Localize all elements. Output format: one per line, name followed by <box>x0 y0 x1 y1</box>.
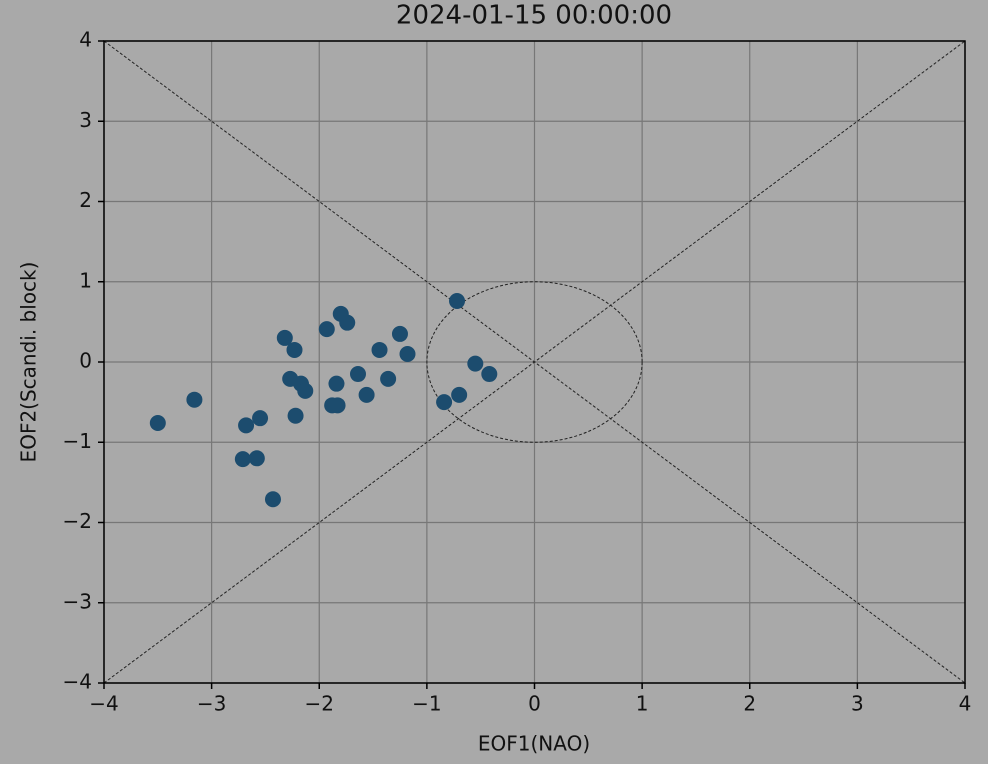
point <box>238 417 255 434</box>
point <box>276 329 293 346</box>
point <box>234 451 251 468</box>
point <box>436 394 453 411</box>
point <box>451 386 468 403</box>
diagonal <box>103 40 966 684</box>
y-tick-label: 0 <box>79 349 92 373</box>
x-tick-label: 4 <box>959 692 972 716</box>
point <box>380 370 397 387</box>
point <box>371 341 388 358</box>
point <box>349 366 366 383</box>
point <box>297 382 314 399</box>
y-tick-label: −1 <box>63 429 92 453</box>
point <box>186 391 203 408</box>
point <box>391 325 408 342</box>
y-tick-label: −3 <box>63 589 92 613</box>
x-tick-label: 1 <box>636 692 649 716</box>
point <box>328 375 345 392</box>
point <box>467 355 484 372</box>
chart-title: 2024-01-15 00:00:00 <box>396 1 672 31</box>
point <box>286 341 303 358</box>
point <box>318 321 335 338</box>
point <box>481 366 498 383</box>
y-tick-label: −2 <box>63 509 92 533</box>
point <box>358 386 375 403</box>
x-tick-label: −2 <box>305 692 334 716</box>
x-tick-label: −1 <box>412 692 441 716</box>
y-tick-label: −4 <box>63 670 92 694</box>
x-tick-label: −3 <box>197 692 226 716</box>
y-tick-label: 4 <box>79 28 92 52</box>
y-tick-label: 1 <box>79 268 92 292</box>
point <box>399 345 416 362</box>
x-tick-label: 2 <box>743 692 756 716</box>
point <box>449 293 466 310</box>
point <box>329 397 346 414</box>
y-tick-label: 3 <box>79 108 92 132</box>
point <box>339 314 356 331</box>
y-axis-label: EOF2(Scandi. block) <box>17 262 41 463</box>
point <box>252 410 269 427</box>
unit-circle <box>426 281 643 443</box>
x-axis-label: EOF1(NAO) <box>478 732 590 756</box>
x-tick-label: 0 <box>528 692 541 716</box>
x-tick-label: −4 <box>89 692 118 716</box>
point <box>287 407 304 424</box>
y-tick-label: 2 <box>79 188 92 212</box>
x-tick-label: 3 <box>851 692 864 716</box>
point <box>149 414 166 431</box>
point <box>264 491 281 508</box>
point <box>248 450 265 467</box>
